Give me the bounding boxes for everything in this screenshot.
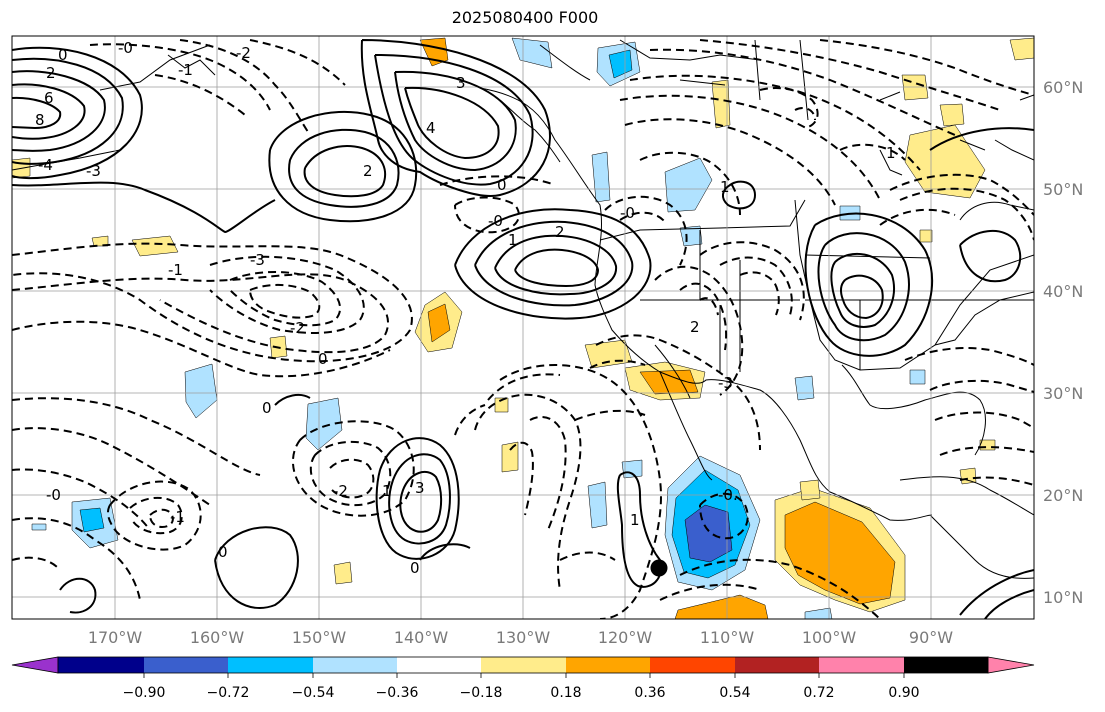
colorbar-max-extension — [987, 656, 1035, 674]
contour-label: -3 — [250, 251, 265, 269]
map-plot-area: 0 -0 2 -2 6 8 -3 3 -4 4 -1 1 0 -2 2 -3 3… — [12, 36, 1034, 619]
lat-tick-label: 40°N — [1043, 282, 1083, 301]
colorbar-tick-label: −0.54 — [292, 685, 335, 701]
contour-label: -2 — [333, 482, 348, 500]
negative-contours — [12, 39, 1034, 619]
figure-title: 2025080400 F000 — [451, 8, 599, 27]
contour-label: 1 — [382, 482, 392, 500]
contour-label: -2 — [290, 319, 305, 337]
colorbar-segment — [566, 657, 650, 673]
contour-label: 3 — [415, 479, 425, 497]
contour-label: -0 — [488, 212, 503, 230]
contour-label: 0 — [218, 543, 228, 561]
colorbar-segment — [481, 657, 566, 673]
contour-label: 2 — [46, 64, 56, 82]
colorbar-segment — [735, 657, 819, 673]
map-frame — [11, 35, 1035, 620]
contour-label: 0 — [318, 350, 328, 368]
lon-tick-label: 150°W — [292, 628, 347, 647]
contour-label: -0 — [46, 486, 61, 504]
contour-label: -0 — [118, 39, 133, 57]
longitude-axis: 170°W 160°W 150°W 140°W 130°W 120°W 110°… — [88, 628, 953, 647]
colorbar-segment — [819, 657, 904, 673]
lat-tick-label: 60°N — [1043, 78, 1083, 97]
contour-label: 2 — [690, 318, 700, 336]
contour-label: 0 — [410, 559, 420, 577]
lon-tick-label: 100°W — [802, 628, 857, 647]
lon-tick-label: 130°W — [496, 628, 551, 647]
contour-label: 0 — [58, 46, 68, 64]
colorbar-min-extension — [11, 656, 59, 674]
lon-tick-label: 110°W — [700, 628, 755, 647]
contour-label: -0. — [718, 486, 738, 504]
contour-label: 1 — [886, 144, 896, 162]
lon-tick-label: 140°W — [394, 628, 449, 647]
graticule — [12, 36, 1034, 619]
lat-tick-label: 50°N — [1043, 180, 1083, 199]
contour-label: 2 — [555, 223, 565, 241]
lon-tick-label: 120°W — [598, 628, 653, 647]
colorbar-tick-label: 0.36 — [634, 685, 665, 701]
contour-label: -4 — [38, 156, 53, 174]
contour-label: -1 — [170, 508, 185, 526]
contour-label: 6 — [44, 89, 54, 107]
storm-center-marker — [650, 559, 668, 577]
contour-label: -2 — [236, 44, 251, 62]
colorbar-segment — [397, 657, 481, 673]
lat-tick-label: 30°N — [1043, 384, 1083, 403]
colorbar-segment — [228, 657, 313, 673]
contour-label: 8 — [35, 111, 45, 129]
contour-label: -1 — [178, 61, 193, 79]
lat-tick-label: 10°N — [1043, 588, 1083, 607]
colorbar-segment — [313, 657, 397, 673]
latitude-axis: 60°N 50°N 40°N 30°N 20°N 10°N — [1043, 78, 1083, 607]
lon-tick-label: 160°W — [190, 628, 245, 647]
colorbar-tick-label: −0.72 — [207, 685, 250, 701]
shading-layer — [12, 37, 1034, 619]
contour-label: 1 — [720, 178, 730, 196]
contour-label: -1 — [168, 261, 183, 279]
contour-label: 2 — [363, 162, 373, 180]
contour-label: 0 — [497, 176, 507, 194]
colorbar-tick-label: 0.18 — [550, 685, 581, 701]
positive-contours — [12, 39, 1034, 619]
colorbar-ticks — [143, 673, 905, 678]
colorbar-tick-label: 0.90 — [888, 685, 919, 701]
colorbar-tick-label: 0.72 — [803, 685, 834, 701]
colorbar-segment — [650, 657, 735, 673]
contour-label: 4 — [426, 119, 436, 137]
contour-label: -0 — [620, 204, 635, 222]
colorbar: −0.90 −0.72 −0.54 −0.36 −0.18 0.18 0.36 … — [11, 656, 1035, 701]
colorbar-tick-label: −0.90 — [123, 685, 166, 701]
colorbar-segment — [58, 657, 144, 673]
contour-label: 1 — [630, 511, 640, 529]
colorbar-segment — [904, 657, 988, 673]
contour-label: 3 — [456, 74, 466, 92]
colorbar-tick-label: 0.54 — [719, 685, 750, 701]
colorbar-frame — [57, 656, 989, 674]
colorbar-segment — [144, 657, 228, 673]
contour-labels: 0 -0 2 -2 6 8 -3 3 -4 4 -1 1 0 -2 2 -3 3… — [35, 39, 896, 577]
contour-label: -3 — [86, 162, 101, 180]
lon-tick-label: 90°W — [909, 628, 953, 647]
contour-label: -3 — [718, 374, 733, 392]
colorbar-tick-label: −0.18 — [460, 685, 503, 701]
colorbar-tick-label: −0.36 — [376, 685, 419, 701]
lon-tick-label: 170°W — [88, 628, 143, 647]
contour-label: 1 — [508, 231, 518, 249]
contour-label: 0 — [262, 399, 272, 417]
lat-tick-label: 20°N — [1043, 486, 1083, 505]
